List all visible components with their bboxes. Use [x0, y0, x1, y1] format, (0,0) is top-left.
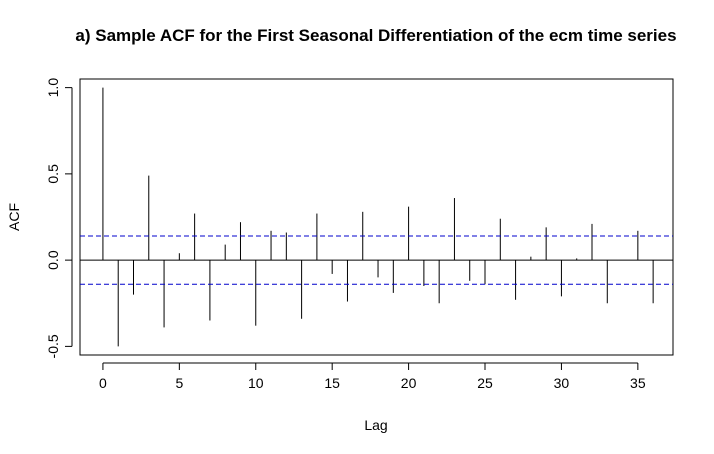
- y-tick-label: 1.0: [45, 78, 61, 98]
- x-tick-label: 10: [248, 375, 264, 391]
- x-axis-label: Lag: [364, 417, 387, 433]
- x-tick-label: 30: [554, 375, 570, 391]
- y-tick-label: -0.5: [45, 334, 61, 358]
- y-tick-label: 0.0: [45, 250, 61, 270]
- y-axis: -0.5 0.0 0.5 1.0: [45, 78, 73, 358]
- x-tick-label: 25: [477, 375, 493, 391]
- chart-title: a) Sample ACF for the First Seasonal Dif…: [75, 26, 676, 45]
- x-tick-label: 20: [401, 375, 417, 391]
- plot-area-frame: [79, 78, 674, 356]
- x-tick-label: 0: [99, 375, 107, 391]
- x-tick-label: 5: [175, 375, 183, 391]
- x-tick-label: 15: [324, 375, 340, 391]
- y-tick-label: 0.5: [45, 164, 61, 184]
- x-tick-label: 35: [630, 375, 646, 391]
- acf-bars: [102, 87, 654, 347]
- x-axis: 0 5 10 15 20 25 30 35: [99, 362, 646, 391]
- y-axis-label: ACF: [6, 203, 22, 231]
